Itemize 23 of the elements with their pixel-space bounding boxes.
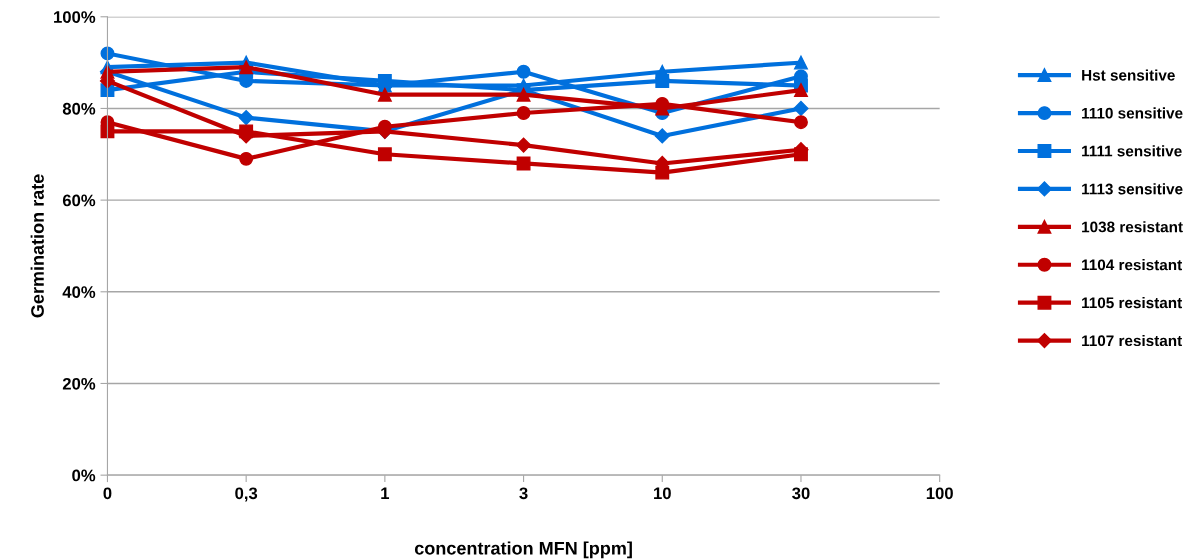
x-tick-label: 0,3 xyxy=(235,487,258,502)
legend-label: 1105 resistant xyxy=(1082,296,1183,309)
legend-label: 1107 resistant xyxy=(1082,334,1183,347)
y-axis-title: Germination rate xyxy=(30,174,44,318)
y-tick-label: 0% xyxy=(72,469,96,482)
x-tick-label: 1 xyxy=(381,487,390,500)
x-axis-title: concentration MFN [ppm] xyxy=(414,541,632,559)
legend-label: 1111 sensitive xyxy=(1082,145,1182,157)
legend-label: 1038 resistant xyxy=(1082,221,1183,233)
legend-label: 1104 resistant xyxy=(1082,259,1183,271)
x-tick-label: 3 xyxy=(519,487,528,500)
y-tick-label: 60% xyxy=(62,194,96,207)
x-tick-label: 0 xyxy=(103,487,112,500)
y-tick-label: 20% xyxy=(62,377,96,390)
legend-label: Hst sensitive xyxy=(1082,69,1175,81)
x-tick-label: 10 xyxy=(654,487,671,500)
x-tick-label: 100 xyxy=(926,487,953,500)
y-tick-label: 80% xyxy=(62,102,96,115)
y-tick-label: 40% xyxy=(62,286,96,298)
legend-label: 1113 sensitive xyxy=(1082,183,1183,195)
x-tick-label: 30 xyxy=(792,487,810,500)
y-tick-label: 100% xyxy=(54,11,96,23)
legend-label: 1110 sensitive xyxy=(1082,107,1183,119)
